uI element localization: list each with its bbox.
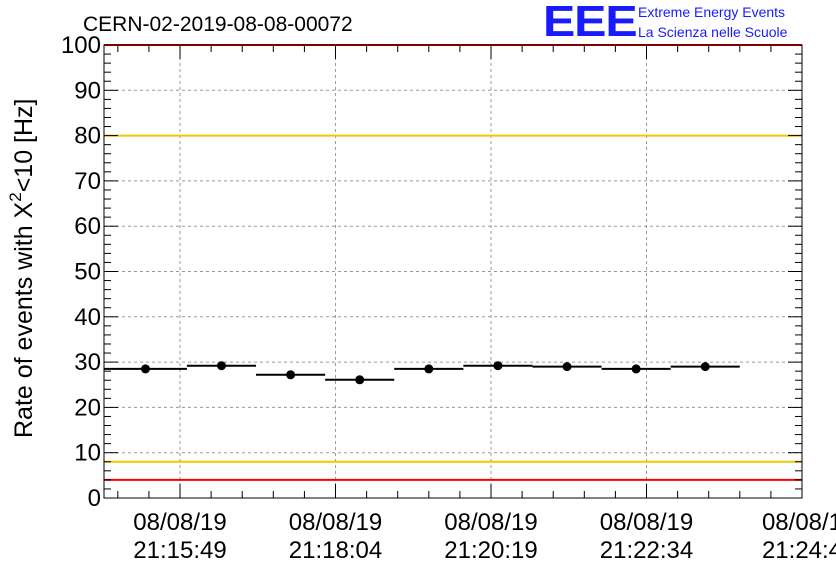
x-tick-label-date: 08/08/19 — [133, 509, 226, 536]
y-axis-label-tail: <10 [Hz] — [10, 98, 38, 192]
x-tick-label-time: 21:15:49 — [133, 537, 226, 564]
y-tick-label: 70 — [74, 168, 101, 195]
y-tick-label: 50 — [74, 259, 101, 286]
y-tick-label: 10 — [74, 440, 101, 467]
x-tick-label-date: 08/08/19 — [600, 509, 693, 536]
data-point — [700, 362, 710, 372]
y-tick-label: 20 — [74, 394, 101, 421]
logo-line-1: Extreme Energy Events — [638, 4, 786, 20]
data-point — [562, 362, 572, 372]
x-tick-label-time: 21:24:4 — [762, 537, 836, 564]
y-tick-label: 30 — [74, 349, 101, 376]
x-tick-label-date: 08/08/1 — [762, 509, 836, 536]
data-point — [355, 375, 365, 385]
y-axis-label: Rate of events with X2<10 [Hz] — [6, 98, 38, 438]
x-tick-label-date: 08/08/19 — [289, 509, 382, 536]
grid — [104, 45, 802, 498]
y-axis-label-main: Rate of events with X — [10, 201, 38, 438]
y-tick-label: 80 — [74, 123, 101, 150]
x-tick-label-date: 08/08/19 — [444, 509, 537, 536]
x-tick-label-time: 21:22:34 — [600, 537, 693, 564]
chart-title: CERN-02-2019-08-08-00072 — [83, 13, 353, 36]
y-axis-label-sup: 2 — [6, 192, 25, 201]
logo-line-2: La Scienza nelle Scuole — [638, 24, 788, 40]
x-axis: 08/08/1921:15:4908/08/1921:18:0408/08/19… — [117, 45, 836, 564]
data-point — [493, 361, 503, 371]
y-tick-label: 0 — [88, 485, 101, 512]
y-tick-label: 100 — [61, 32, 101, 59]
data-point — [424, 364, 434, 374]
data-point — [286, 370, 296, 380]
data-points — [104, 361, 740, 385]
x-tick-label-time: 21:20:19 — [444, 537, 537, 564]
y-axis: 0 10 20 30 40 50 60 70 80 90 100 — [61, 32, 802, 512]
y-tick-label: 90 — [74, 77, 101, 104]
x-tick-label-time: 21:18:04 — [289, 537, 382, 564]
data-point — [631, 364, 641, 374]
eee-logo: EEE Extreme Energy Events La Scienza nel… — [543, 0, 835, 46]
data-point — [216, 361, 226, 371]
data-point — [140, 364, 150, 374]
logo-mark: EEE — [543, 0, 638, 46]
reference-lines — [104, 44, 802, 481]
y-tick-label: 40 — [74, 304, 101, 331]
y-tick-label: 60 — [74, 213, 101, 240]
